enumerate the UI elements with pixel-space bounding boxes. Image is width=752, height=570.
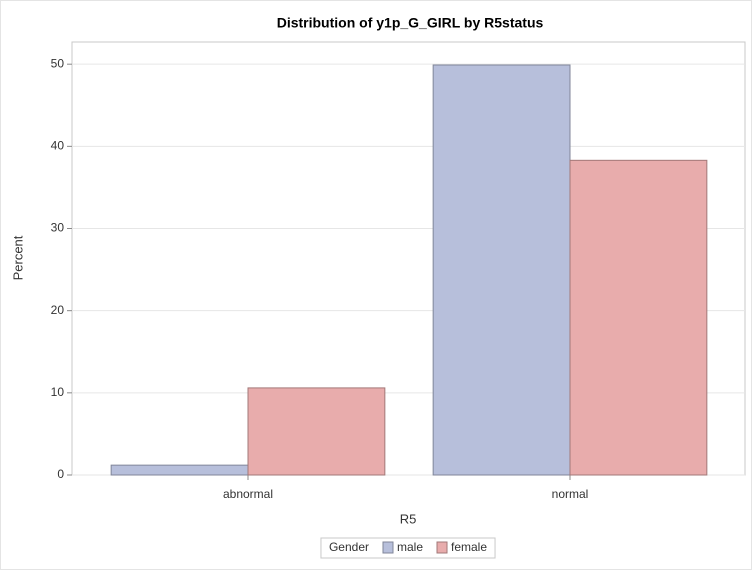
y-tick-label: 0 [57,467,64,481]
y-tick-label: 20 [51,303,65,317]
legend-label: female [451,540,487,554]
bar [247,387,386,476]
legend-label: male [397,540,423,554]
y-tick-label: 30 [51,221,65,235]
bar [110,464,249,476]
legend-title: Gender [329,540,369,554]
y-tick-label: 50 [51,56,65,70]
legend-swatch [382,541,394,554]
x-axis-label: R5 [400,511,417,526]
y-tick-label: 10 [51,385,65,399]
legend: Gender male female [329,540,487,554]
y-axis-label: Percent [10,235,25,280]
x-tick-label: abnormal [223,487,273,501]
legend-swatch [436,541,448,554]
x-tick-label: normal [552,487,589,501]
y-tick-label: 40 [51,139,65,153]
legend-box [320,537,496,559]
chart-title: Distribution of y1p_G_GIRL by R5status [277,15,544,31]
bar [432,64,571,476]
bar [569,159,708,476]
